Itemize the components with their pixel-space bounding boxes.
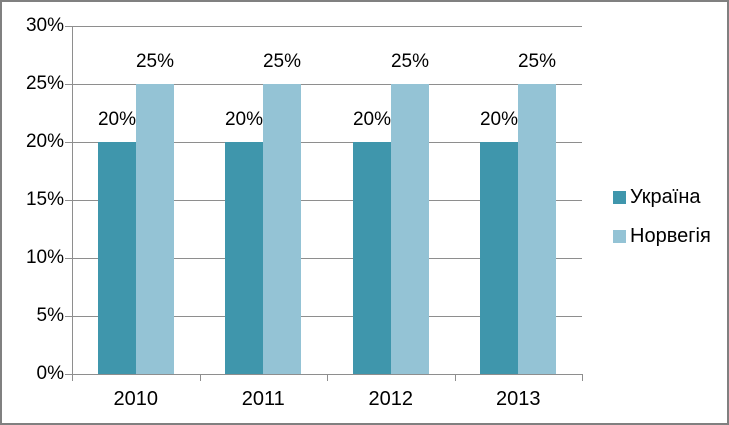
x-axis-tick [327,374,328,381]
bar-Україна-2011 [225,142,263,374]
y-axis-tick [65,258,72,259]
data-label: 20% [479,109,519,130]
x-axis-category-label: 2011 [241,388,285,410]
y-gridline [72,26,582,27]
x-axis-category-label: 2012 [368,388,414,410]
bar-Україна-2013 [480,142,518,374]
y-axis-tick-label: 5% [36,305,64,326]
y-axis-tick-label: 20% [25,131,64,152]
data-label: 25% [262,51,302,72]
legend-item-Норвегія: Норвегія [613,225,711,247]
data-label: 20% [352,109,392,130]
y-gridline [72,142,582,143]
y-axis-tick-label: 30% [25,15,64,36]
y-axis-tick-label: 0% [36,363,64,384]
y-gridline [72,258,582,259]
x-axis-category-label: 2010 [113,388,159,410]
legend-swatch-icon [613,190,626,204]
x-axis-tick [200,374,201,381]
y-axis-tick [65,200,72,201]
data-label: 25% [135,51,175,72]
data-label: 25% [517,51,557,72]
y-axis-tick [65,374,72,375]
y-axis-tick [65,26,72,27]
bar-Україна-2012 [353,142,391,374]
bar-Норвегія-2012 [391,84,429,374]
y-axis-tick [65,84,72,85]
bar-Норвегія-2011 [263,84,301,374]
legend-label: Норвегія [630,225,711,247]
y-gridline [72,200,582,201]
legend-label: Україна [630,186,701,208]
y-gridline [72,84,582,85]
y-gridline [72,316,582,317]
bar-Україна-2010 [98,142,136,374]
legend-swatch-icon [613,229,626,243]
data-label: 20% [97,109,137,130]
x-axis-tick [72,374,73,381]
x-axis-category-label: 2013 [496,388,541,410]
y-axis-tick [65,142,72,143]
legend-item-Україна: Україна [613,186,701,208]
x-axis-tick [582,374,583,381]
y-axis-line [72,26,73,381]
y-axis-tick-label: 15% [25,189,64,210]
bar-Норвегія-2010 [136,84,174,374]
y-axis-tick-label: 10% [25,247,64,268]
data-label: 25% [390,51,430,72]
bar-Норвегія-2013 [518,84,556,374]
y-axis-tick [65,316,72,317]
data-label: 20% [224,109,264,130]
x-axis-tick [455,374,456,381]
y-axis-tick-label: 25% [25,73,64,94]
